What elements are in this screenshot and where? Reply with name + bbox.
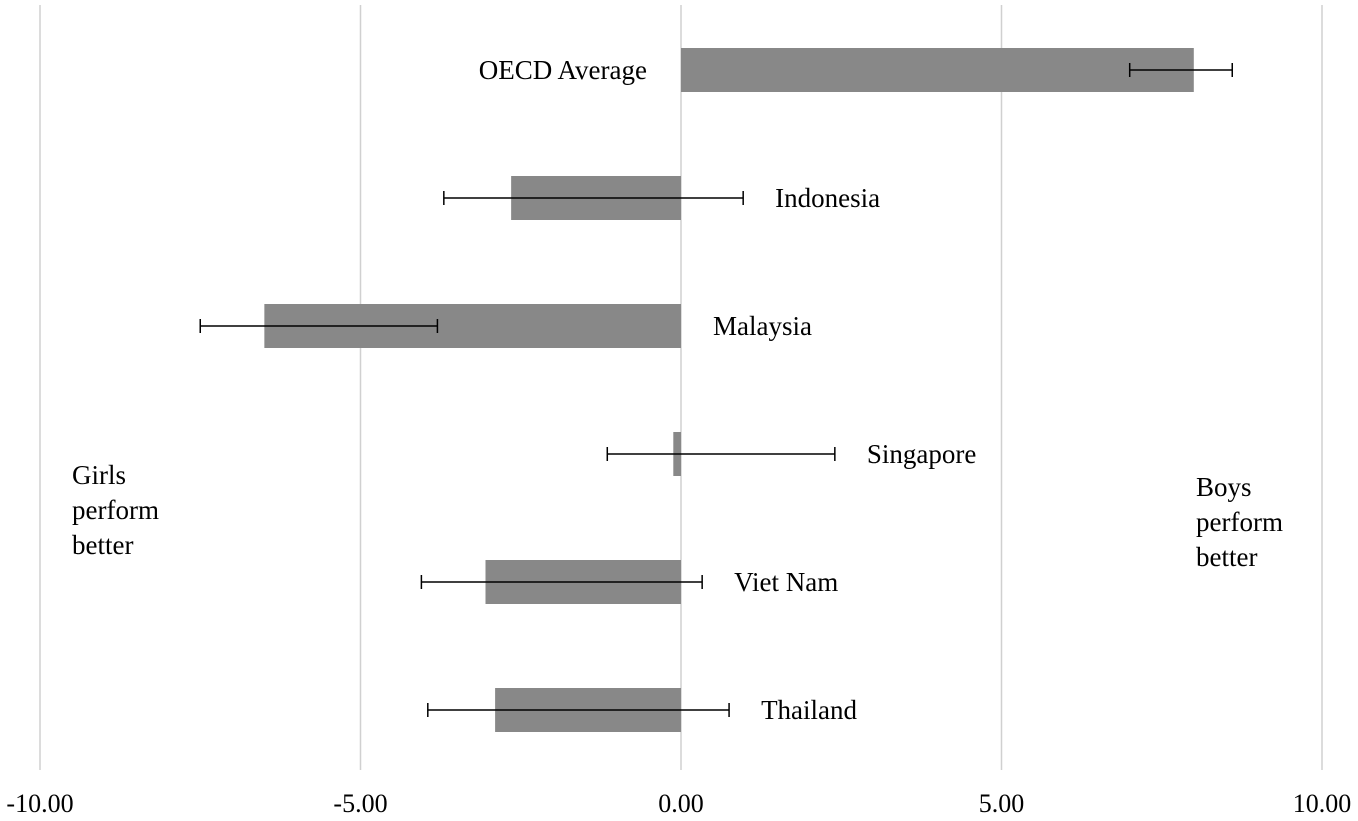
side-annotation-line: better xyxy=(72,530,133,560)
side-annotation: Girls perform better xyxy=(72,460,159,560)
side-annotation-line: perform xyxy=(1196,507,1283,537)
error-bars xyxy=(199,63,1234,717)
category-labels: OECD Average Indonesia Malaysia Singapore Vi… xyxy=(479,55,977,725)
x-tick-label: 0.00 xyxy=(658,789,704,818)
side-annotation-line: better xyxy=(1196,542,1257,572)
side-annotations: Girls perform better Boys perform better xyxy=(72,460,1283,572)
x-tick-label: -5.00 xyxy=(333,789,387,818)
category-label: Indonesia xyxy=(775,183,880,213)
side-annotation-line: Boys xyxy=(1196,472,1252,502)
x-tick-label: 5.00 xyxy=(979,789,1025,818)
bar xyxy=(681,48,1194,92)
x-tick-label: -10.00 xyxy=(6,789,73,818)
category-label: Thailand xyxy=(761,695,857,725)
side-annotation-line: perform xyxy=(72,495,159,525)
x-tick-label: 10.00 xyxy=(1293,789,1352,818)
bars xyxy=(264,48,1194,732)
side-annotation-line: Girls xyxy=(72,460,126,490)
gridlines xyxy=(39,5,1323,770)
category-label: Viet Nam xyxy=(734,567,838,597)
side-annotation: Boys perform better xyxy=(1196,472,1283,572)
category-label: OECD Average xyxy=(479,55,647,85)
category-label: Singapore xyxy=(867,439,976,469)
category-label: Malaysia xyxy=(713,311,812,341)
x-axis-ticks: -10.00 -5.00 0.00 5.00 10.00 xyxy=(6,789,1351,818)
